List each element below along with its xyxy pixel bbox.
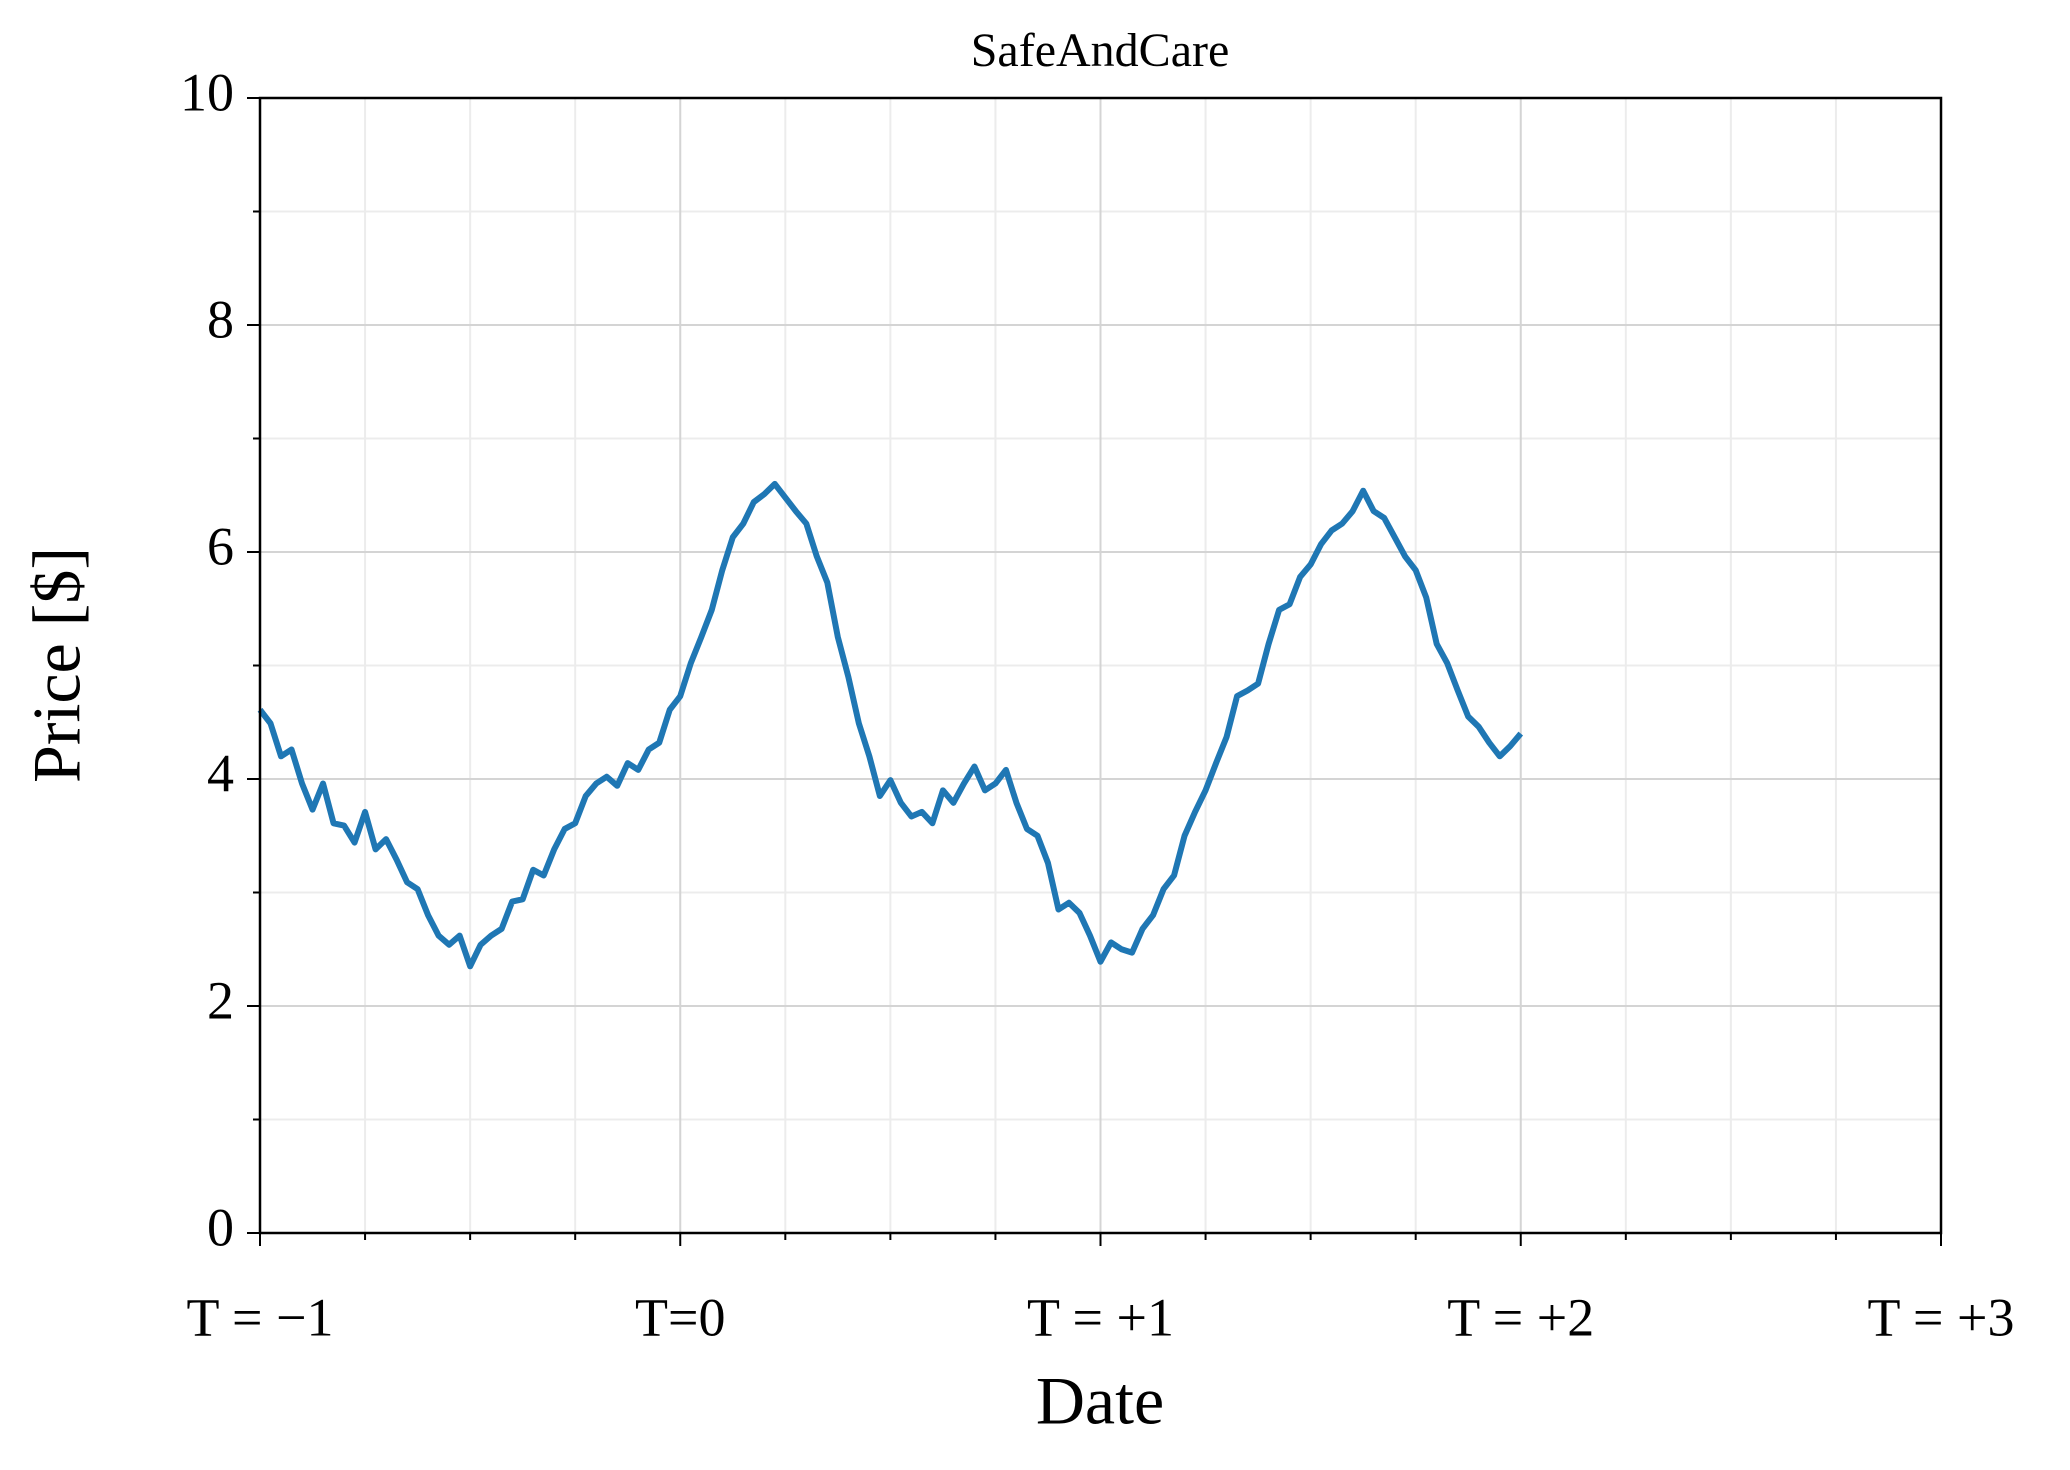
- plot-frame: [258, 96, 1943, 1235]
- x-tick-label: T=0: [635, 1287, 725, 1347]
- y-tick-label: 2: [207, 970, 234, 1030]
- x-tick-label: T = +3: [1868, 1287, 2015, 1347]
- y-tick-label: 10: [180, 62, 234, 122]
- y-tick-label: 6: [207, 516, 234, 576]
- x-tick-label: T = +2: [1447, 1287, 1594, 1347]
- chart-title: SafeAndCare: [971, 24, 1230, 77]
- y-tick-label: 8: [207, 289, 234, 349]
- y-tick-label: 4: [207, 743, 234, 803]
- x-axis-label: Date: [1036, 1363, 1164, 1439]
- data-line: [257, 480, 1524, 970]
- x-tick-label: T = +1: [1027, 1287, 1174, 1347]
- y-tick-label: 0: [207, 1197, 234, 1257]
- x-tick-label: T = −1: [187, 1287, 334, 1347]
- y-axis-label: Price [$]: [19, 547, 95, 783]
